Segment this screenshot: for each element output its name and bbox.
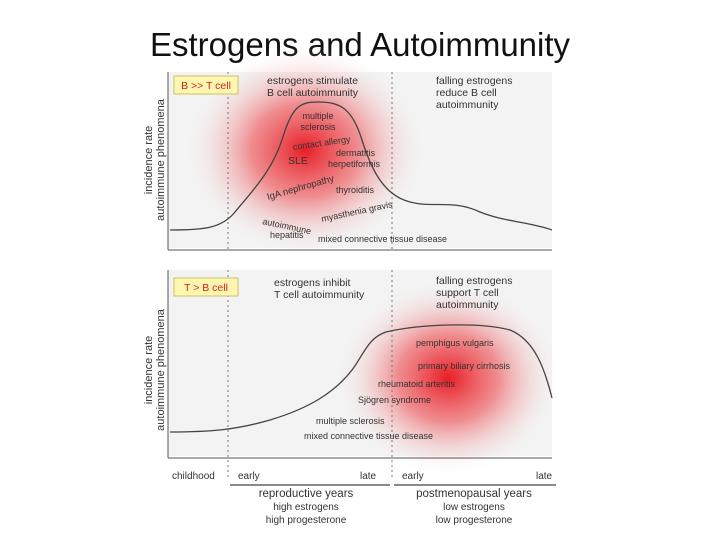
axis-early-1: early (238, 471, 260, 482)
axis-post-sub1: low estrogens (443, 502, 505, 513)
bottom-right-note-1: falling estrogens (436, 275, 512, 287)
top-incidence-curve (169, 101, 553, 231)
disease-multiple-sclerosis-2: sclerosis (300, 122, 336, 132)
disease-ra: rheumatoid arteritis (378, 379, 456, 389)
disease-pemphigus: pemphigus vulgaris (416, 338, 494, 348)
disease-pbc: primary biliary cirrhosis (418, 361, 511, 371)
axis-repro-sub1: high estrogens (273, 502, 339, 513)
disease-ms: multiple sclerosis (316, 416, 385, 426)
bottom-incidence-curve (169, 324, 553, 433)
disease-dermatitis-1: dermatitis (336, 148, 376, 158)
top-right-note-1: falling estrogens (436, 75, 512, 87)
axis-repro: reproductive years (259, 488, 354, 500)
bottom-panel: T > B cell incidence rate autoimmune phe… (143, 270, 560, 480)
axis-early-2: early (402, 471, 424, 482)
top-panel: B >> T cell incidence rate autoimmune ph… (143, 45, 553, 255)
axis-repro-sub2: high progesterone (266, 515, 347, 526)
bottom-ylabel-line2: autoimmune phenomena (155, 308, 167, 431)
disease-mctd-top: mixed connective tissue disease (318, 234, 447, 244)
top-badge: B >> T cell (181, 80, 231, 92)
bottom-right-note-2: support T cell (436, 287, 499, 299)
time-axis: childhood early late early late reproduc… (172, 471, 556, 526)
top-heat-zone (185, 45, 425, 255)
bottom-right-note-3: autoimmunity (436, 299, 499, 311)
axis-childhood: childhood (172, 471, 215, 482)
axis-post: postmenopausal years (416, 488, 532, 500)
bottom-badge-box (173, 277, 239, 297)
bottom-badge: T > B cell (184, 282, 228, 294)
axis-late-2: late (536, 471, 553, 482)
top-right-note-2: reduce B cell (436, 87, 497, 99)
bottom-left-note-2: T cell autoimmunity (274, 289, 365, 301)
top-badge-box (173, 75, 239, 95)
disease-hepatitis-2: hepatitis (270, 230, 304, 240)
top-left-note-2: B cell autoimmunity (267, 87, 359, 99)
top-ylabel-line2: autoimmune phenomena (155, 98, 167, 221)
bottom-ylabel-line1: incidence rate (143, 336, 155, 405)
axis-late-1: late (360, 471, 377, 482)
top-ylabel-line1: incidence rate (143, 126, 155, 195)
disease-thyroiditis: thyroiditis (336, 185, 375, 195)
disease-sjogren: Sjögren syndrome (358, 395, 431, 405)
top-left-note-1: estrogens stimulate (267, 75, 358, 87)
top-right-note-3: autoimmunity (436, 99, 499, 111)
disease-mctd-bottom: mixed connective tissue disease (304, 431, 433, 441)
disease-multiple-sclerosis-1: multiple (302, 111, 333, 121)
axis-post-sub2: low progesterone (436, 515, 513, 526)
bottom-left-note-1: estrogens inhibit (274, 277, 351, 289)
disease-sle: SLE (288, 155, 308, 167)
disease-dermatitis-2: herpetiformis (328, 159, 381, 169)
